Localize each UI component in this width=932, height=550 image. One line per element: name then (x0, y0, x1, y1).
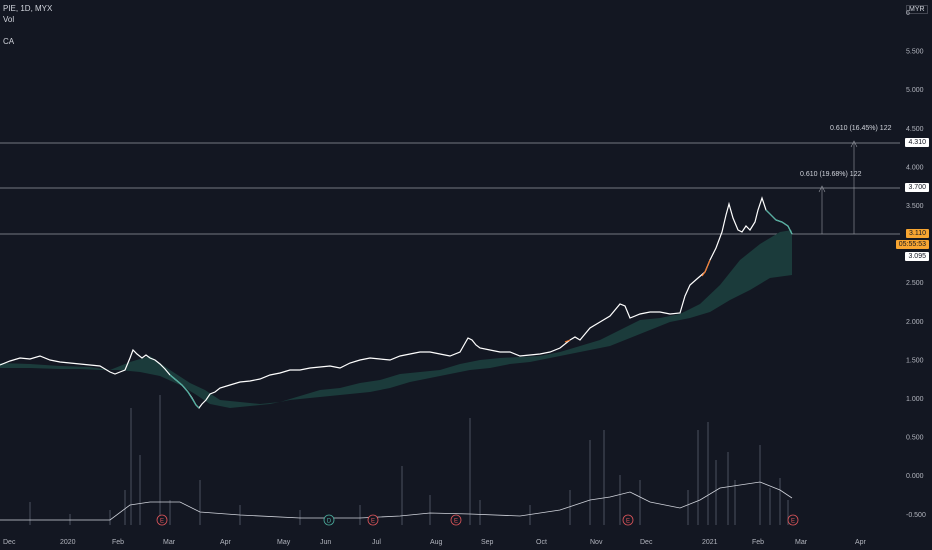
time-tick-label: 2020 (60, 539, 76, 546)
annotation-lower: 0.610 (19.68%) 122 (800, 171, 862, 178)
price-tick-label: 5.000 (906, 87, 924, 94)
time-tick-label: Mar (795, 539, 808, 546)
time-tick-label: Dec (3, 539, 16, 546)
cloud-indicator-label[interactable]: CA (3, 37, 15, 46)
price-tick-label: 4.000 (906, 164, 924, 171)
earnings-marker[interactable]: E (787, 514, 799, 526)
currency-label[interactable]: MYR (906, 5, 928, 14)
time-tick-label: Jul (372, 539, 381, 546)
svg-text:E: E (791, 519, 795, 525)
price-tick-label: 3.500 (906, 203, 924, 210)
price-tick-label: -0.500 (906, 512, 926, 519)
price-tick-label: 0.000 (906, 473, 924, 480)
annotation-upper: 0.610 (16.45%) 122 (830, 125, 892, 132)
price-tick-label: 0.500 (906, 435, 924, 442)
earnings-marker[interactable]: E (622, 514, 634, 526)
time-tick-label: Apr (855, 539, 867, 546)
price-axis: 65.5005.0004.5004.0003.5003.0002.5002.00… (906, 10, 926, 519)
symbol-title[interactable]: PIE, 1D, MYX (3, 4, 53, 13)
time-tick-label: Dec (640, 539, 653, 546)
price-tick-label: 1.500 (906, 357, 924, 364)
level-tag-lower: 3.095 (905, 252, 929, 261)
svg-text:D: D (327, 519, 332, 525)
price-tick-label: 6 (906, 10, 910, 17)
time-tick-label: Aug (430, 539, 443, 546)
svg-text:E: E (454, 519, 458, 525)
volume-indicator-label[interactable]: Vol (3, 15, 15, 24)
time-tick-label: Oct (536, 539, 547, 546)
earnings-marker[interactable]: E (367, 514, 379, 526)
time-tick-label: Sep (481, 539, 494, 546)
volume-bars (29, 395, 789, 525)
earnings-marker[interactable]: E (450, 514, 462, 526)
price-tick-label: 1.000 (906, 396, 924, 403)
time-tick-label: Feb (112, 539, 124, 546)
earnings-marker[interactable]: E (156, 514, 168, 526)
time-tick-label: Apr (220, 539, 232, 546)
svg-text:E: E (371, 519, 375, 525)
time-tick-label: Nov (590, 539, 603, 546)
current-price-tag: 3.110 (906, 229, 929, 238)
dividend-marker[interactable]: D (323, 514, 335, 526)
time-axis: Dec 2020 Feb Mar Apr May Jun Jul Aug Sep Oct Nov Dec… (3, 539, 867, 546)
time-tick-label: Mar (163, 539, 176, 546)
price-tick-label: 2.500 (906, 280, 924, 287)
time-tick-label: May (277, 539, 291, 546)
cloud-band (0, 230, 792, 408)
svg-text:E: E (160, 519, 164, 525)
svg-text:E: E (626, 519, 630, 525)
bar-timer-tag: 05:55:53 (895, 240, 929, 249)
time-tick-label: Jun (320, 539, 331, 546)
price-tick-label: 4.500 (906, 126, 924, 133)
level-tag-upper: 4.310 (905, 138, 929, 147)
volume-ma-line (0, 481, 793, 521)
level-tag-middle: 3.700 (905, 183, 929, 192)
price-tick-label: 5.500 (906, 49, 924, 56)
time-tick-label: 2021 (702, 539, 718, 546)
price-tick-label: 2.000 (906, 319, 924, 326)
time-tick-label: Feb (752, 539, 764, 546)
